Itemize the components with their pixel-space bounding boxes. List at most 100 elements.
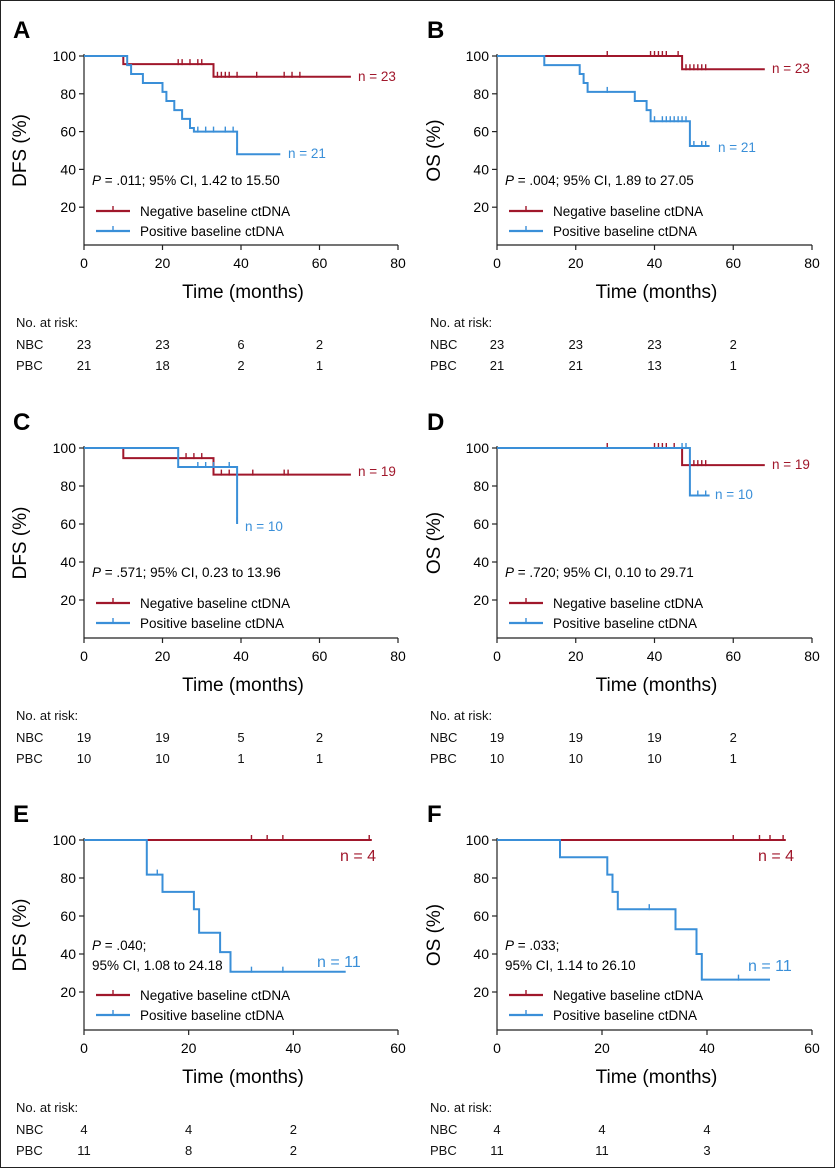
km-curve-negative xyxy=(84,447,351,476)
risk-count: 10 xyxy=(155,751,170,766)
panel-letter: A xyxy=(13,17,30,44)
risk-row-label: NBC xyxy=(430,337,458,352)
km-curve-positive xyxy=(497,447,710,497)
risk-count: 2 xyxy=(289,1143,297,1158)
risk-count: 10 xyxy=(568,751,583,766)
n-label: n = 11 xyxy=(317,954,361,971)
n-label: n = 19 xyxy=(772,457,810,472)
risk-count: 23 xyxy=(76,337,92,352)
x-tick-label: 20 xyxy=(568,255,584,271)
x-axis-title: Time (months) xyxy=(596,282,718,303)
p-value-text: P = .720; 95% CI, 0.10 to 29.71 xyxy=(505,565,694,580)
x-tick-label: 20 xyxy=(155,255,171,271)
no-at-risk-label: No. at risk: xyxy=(430,315,493,330)
panel-letter: D xyxy=(427,409,444,436)
km-curve-positive xyxy=(84,447,239,524)
risk-count: 18 xyxy=(155,358,170,373)
risk-row-label: PBC xyxy=(430,358,457,373)
risk-count: 5 xyxy=(237,730,245,745)
risk-count: 4 xyxy=(185,1122,193,1137)
risk-count: 1 xyxy=(315,751,324,766)
legend-label: Negative baseline ctDNA xyxy=(140,988,290,1003)
y-tick-label: 60 xyxy=(473,516,489,532)
risk-count: 4 xyxy=(703,1122,711,1137)
y-tick-label: 80 xyxy=(60,478,76,494)
p-value-text: P = .011; 95% CI, 1.42 to 15.50 xyxy=(92,173,280,188)
y-axis-title: DFS (%) xyxy=(10,114,31,187)
risk-count: 6 xyxy=(237,337,245,352)
risk-row-label: NBC xyxy=(16,730,44,745)
y-tick-label: 20 xyxy=(473,592,489,608)
y-tick-label: 20 xyxy=(60,199,76,215)
risk-count: 11 xyxy=(490,1143,504,1158)
x-tick-label: 0 xyxy=(493,648,501,664)
legend-label: Positive baseline ctDNA xyxy=(140,1008,284,1023)
risk-row-label: PBC xyxy=(16,358,43,373)
y-tick-label: 60 xyxy=(60,908,76,924)
x-tick-label: 80 xyxy=(390,648,406,664)
x-tick-label: 0 xyxy=(80,1040,88,1056)
risk-count: 19 xyxy=(76,730,92,745)
y-axis-title: DFS (%) xyxy=(10,507,31,580)
risk-count: 19 xyxy=(647,730,662,745)
legend-label: Positive baseline ctDNA xyxy=(553,616,697,631)
p-value-text: 95% CI, 1.14 to 26.10 xyxy=(505,958,636,973)
no-at-risk-label: No. at risk: xyxy=(16,1100,79,1115)
risk-row-label: NBC xyxy=(430,730,458,745)
risk-count: 2 xyxy=(315,337,324,352)
y-tick-label: 80 xyxy=(60,86,76,102)
y-tick-label: 80 xyxy=(60,870,76,886)
y-tick-label: 60 xyxy=(60,124,76,140)
legend-label: Negative baseline ctDNA xyxy=(553,204,703,219)
legend-label: Negative baseline ctDNA xyxy=(140,204,290,219)
x-tick-label: 40 xyxy=(286,1040,302,1056)
risk-count: 11 xyxy=(77,1143,91,1158)
y-tick-label: 40 xyxy=(473,161,489,177)
y-tick-label: 40 xyxy=(473,554,489,570)
panel-letter: E xyxy=(13,801,29,828)
y-tick-label: 100 xyxy=(53,440,77,456)
legend-label: Positive baseline ctDNA xyxy=(553,224,697,239)
x-axis-title: Time (months) xyxy=(596,1067,718,1088)
risk-count: 23 xyxy=(155,337,170,352)
no-at-risk-label: No. at risk: xyxy=(430,1100,493,1115)
x-tick-label: 60 xyxy=(725,255,741,271)
panel-c: C 20 40 60 80 100 0 20 40 60 80 Time (months) DFS (%… xyxy=(10,409,406,696)
n-label: n = 10 xyxy=(715,487,753,502)
risk-count: 21 xyxy=(489,358,505,373)
risk-row-label: NBC xyxy=(16,1122,44,1137)
risk-count: 21 xyxy=(568,358,583,373)
risk-count: 11 xyxy=(595,1143,609,1158)
risk-count: 10 xyxy=(489,751,505,766)
n-label: n = 4 xyxy=(758,848,794,865)
risk-row-label: PBC xyxy=(16,751,43,766)
panel-f: F 20 40 60 80 100 0 20 40 60 Time (months) OS (%) P … xyxy=(424,801,820,1088)
y-tick-label: 20 xyxy=(473,984,489,1000)
y-axis-title: OS (%) xyxy=(424,119,445,181)
y-tick-label: 20 xyxy=(60,984,76,1000)
risk-count: 4 xyxy=(80,1122,88,1137)
n-label: n = 23 xyxy=(358,69,396,84)
panel-b: B 20 40 60 80 100 0 20 40 60 80 Time (months) OS (%)… xyxy=(424,17,820,303)
y-tick-label: 40 xyxy=(60,554,76,570)
x-tick-label: 60 xyxy=(390,1040,406,1056)
risk-row-label: PBC xyxy=(16,1143,43,1158)
legend-label: Negative baseline ctDNA xyxy=(553,988,703,1003)
x-tick-label: 0 xyxy=(493,255,501,271)
legend-label: Positive baseline ctDNA xyxy=(553,1008,697,1023)
y-tick-label: 80 xyxy=(473,86,489,102)
risk-count: 1 xyxy=(315,358,324,373)
n-label: n = 21 xyxy=(288,146,326,161)
risk-count: 2 xyxy=(237,358,245,373)
panel-a: A 20 40 60 80 100 0 20 40 60 80 Time (months) DFS (%… xyxy=(10,17,406,303)
p-value-text: P = .571; 95% CI, 0.23 to 13.96 xyxy=(92,565,281,580)
y-axis-title: OS (%) xyxy=(424,512,445,574)
risk-count: 23 xyxy=(568,337,583,352)
y-tick-label: 80 xyxy=(473,870,489,886)
panel-e: E 20 40 60 80 100 0 20 40 60 Time (months) DFS (%) P… xyxy=(10,801,406,1088)
no-at-risk-label: No. at risk: xyxy=(16,315,79,330)
x-tick-label: 0 xyxy=(80,648,88,664)
risk-count: 1 xyxy=(729,751,737,766)
no-at-risk-label: No. at risk: xyxy=(16,708,79,723)
y-tick-label: 100 xyxy=(466,832,490,848)
